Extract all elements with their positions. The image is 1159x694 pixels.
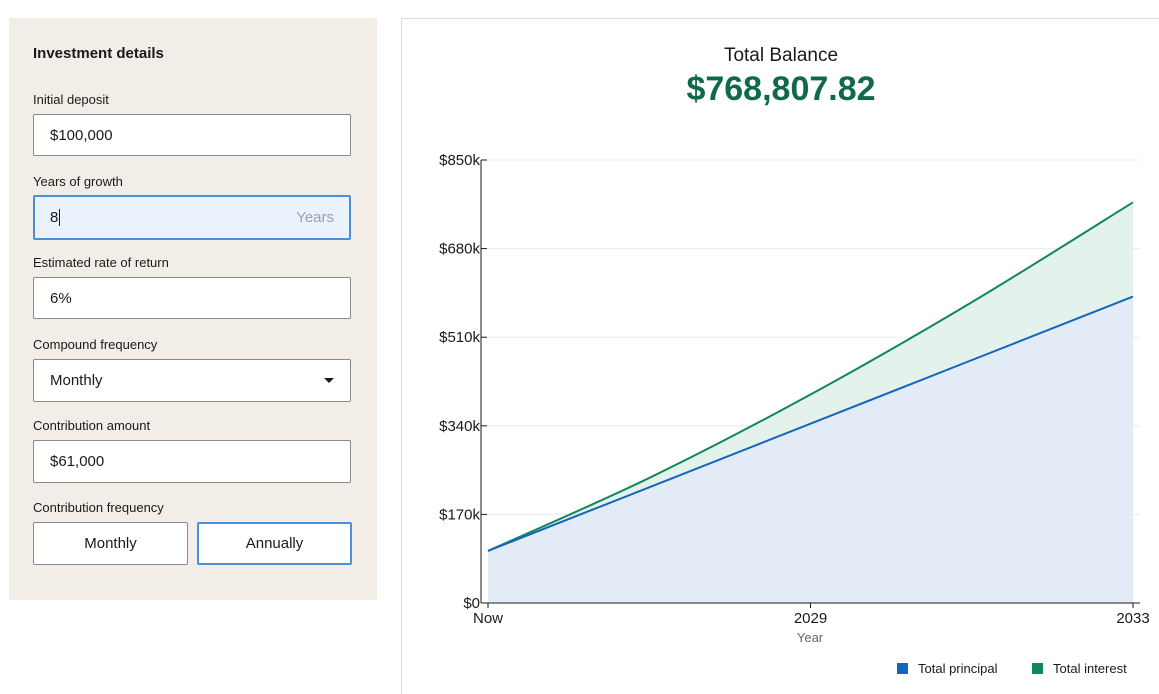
chart-areas [488,202,1133,603]
total-principal-line [487,295,1134,552]
initial-deposit-input[interactable]: $100,000 [33,114,351,156]
y-tick-label: $170k [439,506,480,523]
x-tick-label: 2029 [794,610,827,627]
chart-lines [487,201,1134,552]
initial-deposit-value: $100,000 [50,126,113,144]
x-tick-label: 2033 [1116,610,1149,627]
y-tick-label: $510k [439,329,480,346]
rate-of-return-label: Estimated rate of return [33,255,169,270]
total-interest-line [487,201,1134,552]
contribution-frequency-annually-button[interactable]: Annually [197,522,352,565]
contribution-amount-label: Contribution amount [33,418,151,433]
y-tick-label: $340k [439,418,480,435]
years-of-growth-label: Years of growth [33,174,123,189]
x-tick-label: Now [473,610,503,627]
legend-principal-label: Total principal [918,661,998,676]
legend-interest-swatch [1032,663,1043,674]
chart-legend: Total principal Total interest [897,661,1127,676]
legend-principal-swatch [897,663,908,674]
rate-of-return-value: 6% [50,289,72,307]
years-of-growth-input[interactable]: 8 Years [33,195,351,240]
y-tick-label: $680k [439,241,480,258]
contribution-amount-value: $61,000 [50,453,105,470]
years-suffix: Years [296,209,334,226]
y-tick-label: $0 [463,595,480,612]
x-axis-title: Year [797,630,824,645]
contribution-frequency-monthly-button[interactable]: Monthly [33,522,188,565]
chevron-down-icon [324,378,334,383]
panel-title: Investment details [33,45,164,62]
total-balance-label: Total Balance [723,45,839,66]
total-balance-value: $768,807.82 [686,70,876,108]
legend-interest-label: Total interest [1053,661,1127,676]
initial-deposit-label: Initial deposit [33,92,109,107]
years-of-growth-value: 8 [50,209,59,226]
y-tick-label: $850k [439,152,480,169]
total-balance-header: Total Balance $768,807.82 [401,18,1159,118]
text-caret [59,209,61,226]
principal-area [488,296,1133,603]
compound-frequency-value: Monthly [50,372,103,389]
contribution-amount-input[interactable]: $61,000 [33,440,351,483]
contribution-frequency-label: Contribution frequency [33,500,164,515]
compound-frequency-select[interactable]: Monthly [33,359,351,402]
chart-axes: $0 $170k $340k $510k $680k $850k Now 2029 2033 [439,152,1150,627]
rate-of-return-input[interactable]: 6% [33,277,351,319]
compound-frequency-label: Compound frequency [33,337,158,352]
investment-details-panel: Investment details Initial deposit $100,… [9,18,377,600]
